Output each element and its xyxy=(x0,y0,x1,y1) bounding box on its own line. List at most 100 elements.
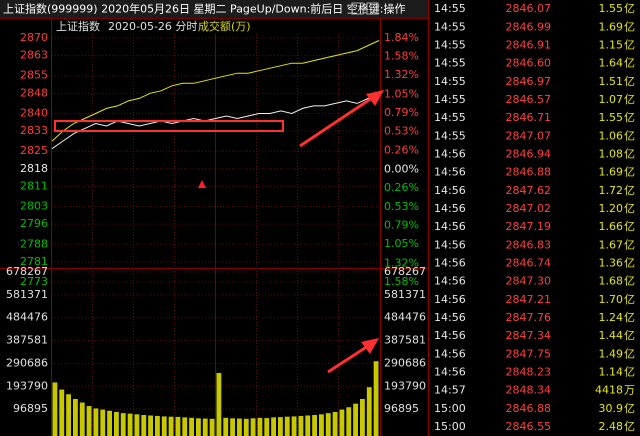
y2-tick-label: 0.00% xyxy=(384,162,419,175)
trade-amount: 30.9 xyxy=(599,402,624,415)
volume-bar xyxy=(237,418,242,436)
volume-bar xyxy=(168,416,174,436)
trade-amount: 1.36 xyxy=(599,256,624,269)
trade-unit: 亿 xyxy=(624,129,635,142)
arrow xyxy=(299,96,373,148)
date-label: 2020-05-26 分时 xyxy=(108,20,197,33)
trade-time: 14:56 xyxy=(434,365,466,378)
volume-bar xyxy=(100,409,106,436)
volume-bar xyxy=(114,411,119,436)
volume-bar xyxy=(148,415,153,436)
volume-bar xyxy=(366,387,372,436)
volume-tick-label: 387581 xyxy=(6,334,48,347)
trade-price: 2846.55 xyxy=(506,420,552,433)
price-line xyxy=(51,40,380,142)
volume-tick-label: 96895 xyxy=(384,402,419,415)
trade-amount: 2.48 xyxy=(599,420,624,433)
trade-time: 14:56 xyxy=(434,184,466,197)
volume-tick-label: 193790 xyxy=(384,379,426,392)
volume-bar xyxy=(52,382,58,436)
trade-unit: 亿 xyxy=(624,147,635,160)
y-tick-label: 2848 xyxy=(20,86,48,99)
volume-bar xyxy=(332,411,338,436)
trade-time: 14:55 xyxy=(434,38,466,51)
price-line xyxy=(51,96,380,150)
trade-price: 2846.88 xyxy=(506,402,552,415)
trade-unit: 亿 xyxy=(624,93,635,106)
volume-bar xyxy=(271,417,276,436)
volume-bar xyxy=(360,398,365,436)
volume-tick-label: 678267 xyxy=(384,265,426,278)
index-name: 上证指数 xyxy=(56,19,100,33)
trade-unit: 亿 xyxy=(624,57,635,70)
trade-time: 14:56 xyxy=(434,293,466,306)
trade-price: 2846.97 xyxy=(506,75,552,88)
trade-unit: 亿 xyxy=(624,202,635,215)
marker xyxy=(198,180,206,188)
trade-price: 2846.74 xyxy=(506,256,552,269)
volume-bar xyxy=(250,418,256,436)
volume-bar xyxy=(73,398,78,436)
arrow-head xyxy=(366,90,384,106)
y2-tick-label: 1.58% xyxy=(384,275,419,288)
y-tick-label: 2855 xyxy=(20,69,48,82)
window-button[interactable] xyxy=(351,2,364,15)
divider xyxy=(0,18,428,19)
volume-bar xyxy=(230,418,235,436)
trade-unit: 亿 xyxy=(624,38,635,51)
y2-tick-label: 1.05% xyxy=(384,87,419,100)
volume-bar xyxy=(284,416,290,436)
volume-tick-label: 581371 xyxy=(384,288,426,301)
title-text: 上证指数(999999) 2020年05月26日 星期二 PageUp/Down… xyxy=(3,2,406,16)
volume-bar xyxy=(339,409,345,436)
trade-amount: 1.55 xyxy=(599,2,624,15)
volume-bar xyxy=(346,407,352,436)
trade-unit: 亿 xyxy=(624,166,635,179)
title-bar xyxy=(0,0,428,18)
trade-unit: 亿 xyxy=(624,402,635,415)
trade-time: 14:57 xyxy=(434,384,466,397)
volume-bar xyxy=(373,361,379,436)
y-tick-label: 2811 xyxy=(20,179,48,192)
vertical-grid xyxy=(92,34,339,436)
trade-time: 14:55 xyxy=(434,57,466,70)
trade-time: 14:56 xyxy=(434,347,466,360)
trade-amount: 1.66 xyxy=(599,220,624,233)
trade-time: 14:55 xyxy=(434,111,466,124)
y2-tick-label: 0.79% xyxy=(384,219,419,232)
trade-amount: 1.08 xyxy=(599,147,624,160)
trade-amount: 1.72 xyxy=(599,184,624,197)
trade-price: 2846.57 xyxy=(506,93,552,106)
volume-bar xyxy=(175,416,181,436)
trade-amount: 1.24 xyxy=(599,311,624,324)
trade-amount: 1.44 xyxy=(599,329,624,342)
trade-price: 2846.94 xyxy=(506,147,552,160)
volume-bar xyxy=(161,416,167,436)
y-tick-label: 2781 xyxy=(20,255,48,268)
trade-time: 14:56 xyxy=(434,311,466,324)
volume-bar xyxy=(353,403,358,436)
volume-tick-label: 290686 xyxy=(6,356,48,369)
trade-time: 14:55 xyxy=(434,129,466,142)
volume-bar xyxy=(319,414,324,436)
window-button[interactable] xyxy=(366,2,379,15)
volume-bar xyxy=(189,417,194,436)
volume-bar xyxy=(155,415,160,436)
volume-tick-label: 96895 xyxy=(13,402,48,415)
chart-layer: 2870 2863 2855 2848 2840 2833 2825 2818 2811 2803… xyxy=(6,31,426,436)
trade-price: 2846.07 xyxy=(506,2,552,15)
trade-time: 14:55 xyxy=(434,93,466,106)
trade-price: 2847.62 xyxy=(506,184,552,197)
trade-unit: 亿 xyxy=(624,347,635,360)
trade-price: 2848.34 xyxy=(506,384,552,397)
y2-tick-label: 1.05% xyxy=(384,237,419,250)
trade-time: 14:56 xyxy=(434,275,466,288)
trade-unit: 亿 xyxy=(624,311,635,324)
volume-bar xyxy=(223,417,229,436)
trade-price: 2846.91 xyxy=(506,38,552,51)
trade-unit: 亿 xyxy=(624,420,635,433)
y2-tick-label: 1.84% xyxy=(384,31,419,44)
trade-price: 2847.19 xyxy=(506,220,552,233)
volume-bar xyxy=(264,418,270,436)
